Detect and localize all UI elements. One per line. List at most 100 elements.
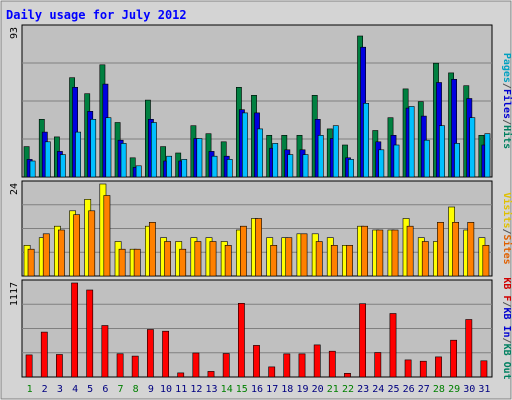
day-label: 25 [387,384,399,395]
bar-sites-day-8 [133,248,141,277]
day-label: 28 [433,384,445,395]
bar-sites-day-26 [406,225,414,277]
bar-pages-day-27 [423,139,430,178]
bar-sites-day-2 [42,233,50,277]
bar-kb-f-day-7 [116,353,124,378]
day-label: 17 [266,384,278,395]
day-label: 12 [190,384,202,395]
bar-kb-f-day-20 [313,344,321,378]
bar-pages-day-5 [90,119,97,178]
bar-pages-day-13 [211,155,218,178]
panel-max-label: 24 [9,183,20,195]
legend-part: KB In [501,307,512,337]
bar-kb-f-day-4 [71,282,78,378]
bar-pages-day-22 [348,159,354,178]
bar-pages-day-19 [302,154,309,178]
bar-kb-f-day-22 [344,372,351,378]
bar-sites-day-10 [164,241,171,277]
bar-kb-f-day-27 [419,360,427,378]
day-label: 9 [148,384,154,395]
bar-kb-f-day-19 [298,353,306,378]
panel-3: 1117 KB F/KB In/KB Out [9,277,512,379]
bar-sites-day-4 [73,214,80,277]
bar-pages-day-14 [226,159,233,178]
bar-pages-day-21 [332,125,339,178]
day-label: 13 [205,384,217,395]
legend-part: / [501,119,512,125]
bar-sites-day-11 [179,248,187,277]
bar-sites-day-21 [330,245,338,277]
day-label: 22 [342,384,354,395]
legend-part: Sites [501,235,512,265]
legend-part: / [501,83,512,89]
day-label: 4 [72,384,78,395]
panel-2: 24 Visits/Sites [9,180,512,277]
legend-part: / [501,338,512,344]
legend-part: Hits [501,125,512,149]
bar-sites-day-30 [467,222,475,277]
bar-kb-f-day-28 [435,356,442,378]
bar-kb-f-day-12 [192,352,200,378]
bar-sites-day-31 [482,245,490,277]
bar-pages-day-16 [257,128,263,178]
bar-kb-f-day-13 [207,371,215,378]
day-label: 8 [133,384,139,395]
bar-kb-f-day-2 [40,331,48,378]
bar-pages-day-23 [363,103,369,178]
bar-kb-f-day-6 [101,325,109,378]
day-label: 5 [87,384,93,395]
day-label: 19 [296,384,308,395]
bar-sites-day-28 [437,222,444,277]
bar-kb-f-day-23 [359,303,366,378]
day-label: 23 [357,384,369,395]
day-label: 2 [42,384,48,395]
bar-sites-day-18 [285,237,293,277]
day-label: 26 [403,384,415,395]
bar-pages-day-24 [378,149,385,178]
bar-pages-day-28 [439,125,445,178]
chart-title: Daily usage for July 2012 [6,8,187,22]
day-label: 31 [478,384,490,395]
day-label: 29 [448,384,460,395]
bar-kb-f-day-25 [389,313,397,378]
bar-kb-f-day-10 [162,330,169,378]
legend-part: Pages [501,53,512,83]
bar-sites-day-24 [376,229,384,277]
bar-kb-f-day-31 [480,360,488,378]
bar-kb-f-day-8 [131,355,139,378]
bar-pages-day-10 [166,155,172,178]
bar-pages-day-9 [151,122,157,178]
bar-sites-day-17 [270,245,278,277]
bar-pages-day-15 [242,112,248,178]
day-label: 3 [57,384,63,395]
bar-kb-f-day-18 [283,353,291,378]
bar-pages-day-3 [59,154,66,178]
bar-sites-day-14 [224,245,232,277]
day-label: 21 [327,384,339,395]
panel-max-label: 93 [9,27,20,39]
bar-kb-f-day-1 [25,354,33,378]
bar-pages-day-4 [75,131,81,178]
bar-sites-day-9 [149,222,156,277]
bar-kb-f-day-3 [55,354,63,378]
panel-max-label: 1117 [9,282,20,306]
day-label: 27 [418,384,430,395]
series-legend: Visits/Sites [501,192,512,264]
bar-pages-day-6 [105,117,112,178]
legend-part: KB F [501,277,512,301]
bar-sites-day-23 [361,225,368,277]
bar-kb-f-day-29 [450,339,457,378]
day-label: 6 [102,384,108,395]
bar-sites-day-27 [421,241,429,277]
legend-part: KB Out [501,344,512,380]
bar-sites-day-16 [255,218,262,277]
bar-pages-day-8 [135,165,142,178]
bar-kb-f-day-14 [222,353,230,378]
bar-kb-f-day-24 [374,352,382,378]
day-label: 16 [251,384,263,395]
bar-sites-day-19 [300,233,308,277]
day-label: 30 [463,384,475,395]
bar-sites-day-3 [57,229,65,277]
legend-part: / [501,301,512,307]
